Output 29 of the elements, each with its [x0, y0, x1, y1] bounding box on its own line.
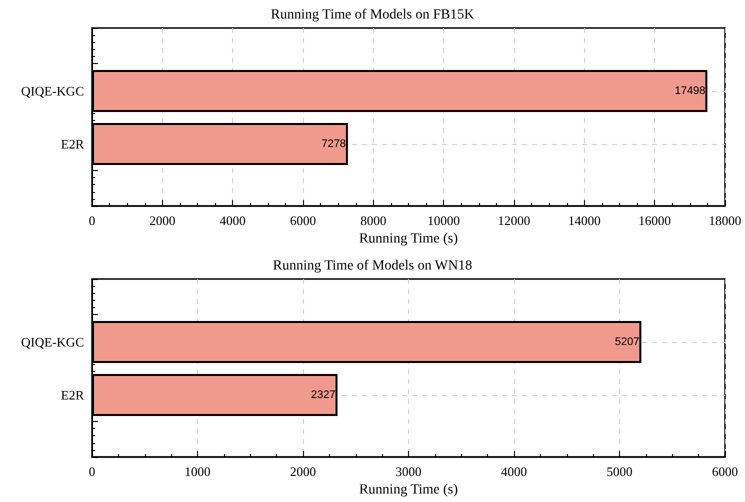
x-tick-label: 2000 — [290, 464, 316, 479]
x-axis-title: Running Time (s) — [359, 482, 458, 498]
x-tick-label: 10000 — [427, 213, 460, 228]
x-tick-label: 6000 — [290, 213, 316, 228]
x-tick-label: 5000 — [606, 464, 632, 479]
x-tick-label: 4000 — [220, 213, 246, 228]
x-axis-title: Running Time (s) — [359, 232, 458, 246]
x-tick-label: 1000 — [184, 464, 210, 479]
x-tick-label: 4000 — [501, 464, 527, 479]
data-label: 5207 — [614, 336, 640, 348]
x-tick-label: 0 — [88, 213, 96, 228]
y-tick-label: QIQE-KGC — [21, 334, 84, 350]
x-tick-label: 18000 — [708, 213, 742, 228]
y-tick-label: E2R — [60, 136, 84, 152]
x-tick-label: 14000 — [568, 213, 601, 228]
x-tick-label: 2000 — [149, 213, 176, 228]
y-tick-label: E2R — [60, 388, 84, 402]
x-tick-label: 12000 — [498, 213, 530, 228]
data-label: 7278 — [321, 138, 346, 150]
y-tick-label: QIQE-KGC — [21, 84, 84, 98]
x-tick-label: 16000 — [638, 213, 671, 228]
chart-title: Running Time of Models on FB15K — [270, 8, 474, 22]
x-tick-label: 6000 — [712, 464, 738, 479]
x-tick-label: 3000 — [396, 464, 422, 479]
data-label: 2327 — [311, 389, 336, 401]
x-tick-label: 0 — [88, 464, 96, 479]
chart-title: Running Time of Models on WN18 — [272, 258, 472, 274]
data-label: 17498 — [674, 85, 706, 97]
x-tick-label: 8000 — [360, 213, 386, 228]
